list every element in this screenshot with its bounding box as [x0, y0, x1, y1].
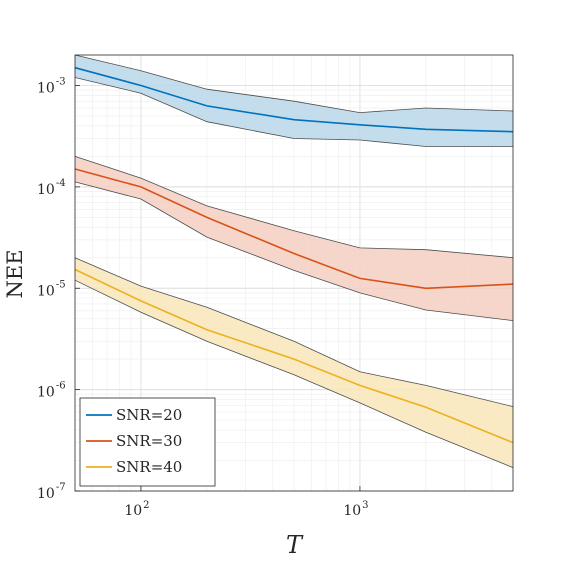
legend-box: [79, 397, 216, 487]
band-lower-edge-3: [74, 279, 514, 468]
y-tick-label: 10-3: [37, 77, 66, 97]
band-upper-edge-3: [74, 257, 514, 407]
y-tick-exponent: -7: [56, 482, 66, 493]
band-1: [75, 55, 513, 147]
legend: SNR=20 SNR=30 SNR=40: [79, 397, 216, 487]
y-tick-label: 10-7: [37, 482, 66, 502]
series-line-3: [74, 268, 514, 444]
y-tick-exponent: -3: [56, 77, 66, 88]
series-lines: [74, 66, 514, 444]
band-2: [75, 156, 513, 321]
x-axis-title: T: [286, 531, 304, 559]
y-tick-exponent: -4: [56, 178, 66, 189]
band-upper-edge-1: [74, 54, 514, 114]
y-tick-label: 10-4: [37, 178, 66, 198]
band-upper-edge-2: [74, 156, 514, 259]
band-lower-edge-2: [74, 181, 514, 321]
y-tick-label: 10-5: [37, 279, 66, 299]
y-tick-label: 10-6: [37, 381, 66, 401]
legend-label-1: SNR=20: [116, 406, 182, 424]
x-tick-label: 103: [343, 500, 368, 519]
band-3: [75, 257, 513, 468]
legend-label-2: SNR=30: [116, 432, 182, 450]
band-lower-edge-1: [74, 77, 513, 147]
x-tick-exponent: 3: [362, 500, 368, 511]
confidence-bands: [74, 54, 514, 468]
series-line-1: [74, 66, 514, 133]
y-tick-exponent: -5: [56, 279, 66, 290]
series-line-2: [74, 168, 514, 290]
x-tick-label: 102: [124, 500, 149, 519]
y-axis-title: NEE: [3, 249, 27, 298]
y-tick-exponent: -6: [56, 381, 66, 392]
plot-frame: [74, 54, 514, 492]
x-tick-exponent: 2: [143, 500, 149, 511]
legend-label-3: SNR=40: [116, 458, 182, 476]
